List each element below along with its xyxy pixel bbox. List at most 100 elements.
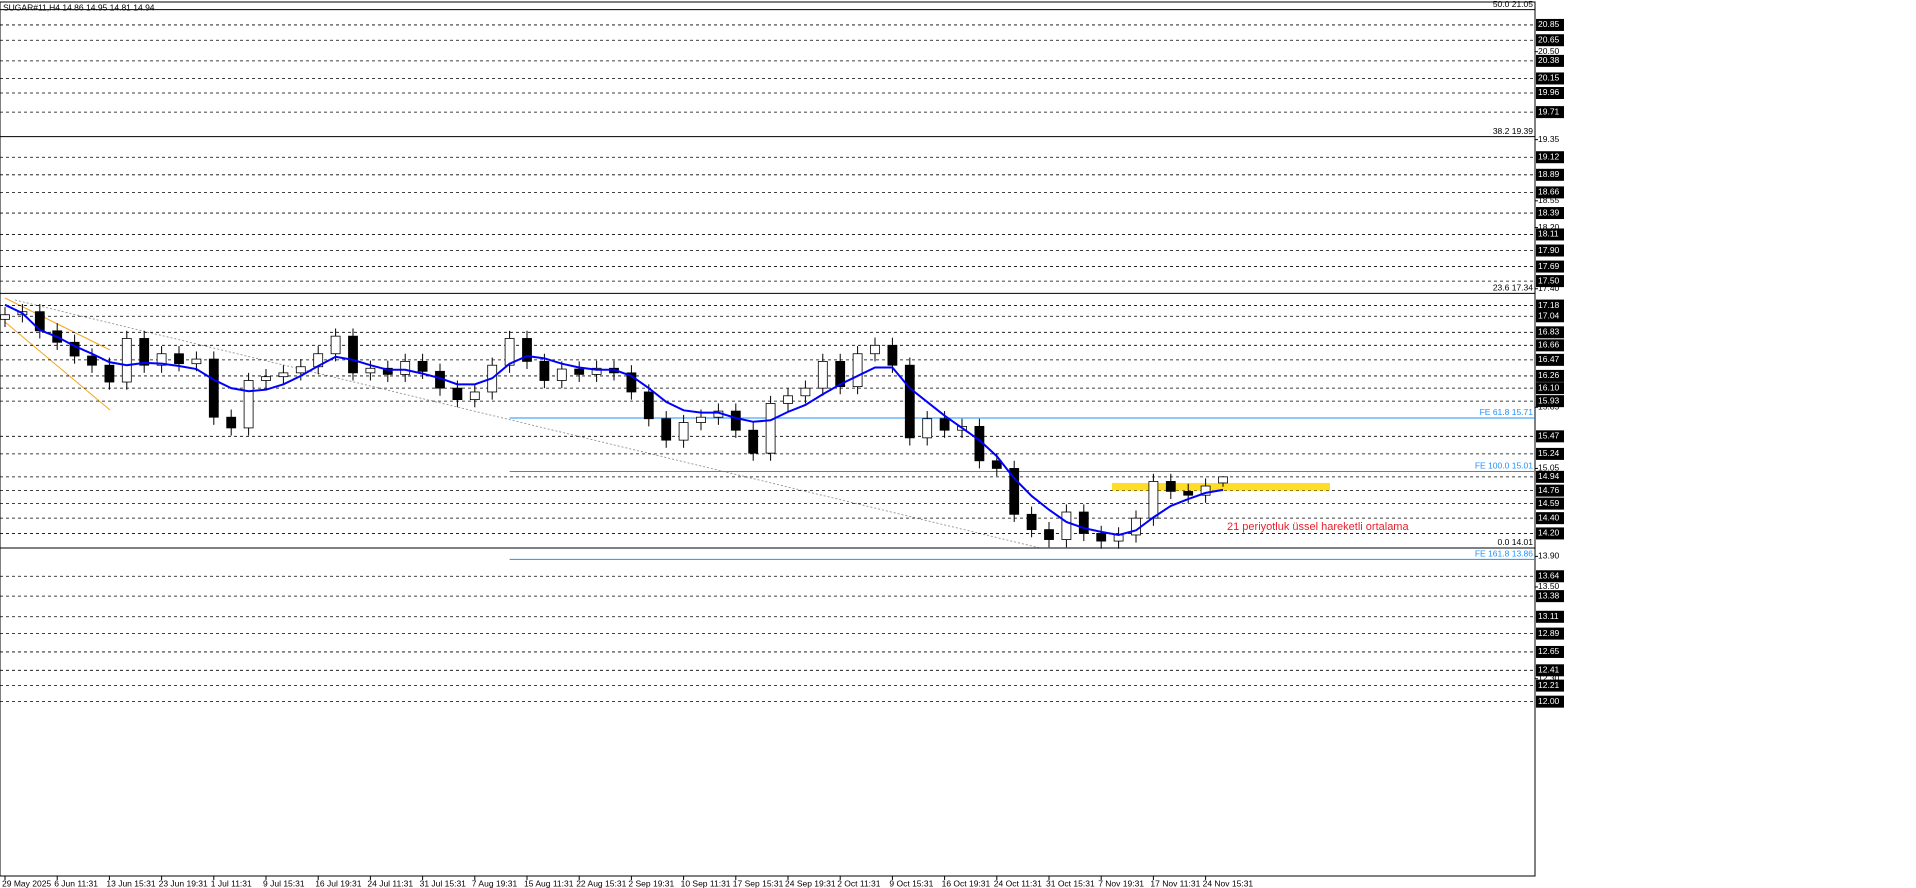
candle-body [1200,485,1211,496]
price-label: 19.96 [1538,87,1560,97]
price-label: 16.47 [1538,354,1560,364]
candle-body [643,391,654,420]
price-label-box [1536,484,1564,497]
price-label: 12.65 [1538,646,1560,656]
price-label-box [1536,470,1564,483]
candle-body [1148,481,1159,519]
price-label-box [1536,610,1564,623]
price-label-box [1536,18,1564,31]
price-label-box [1536,186,1564,199]
candle-body [226,416,237,429]
candle-body [1096,533,1107,542]
price-label-box [1536,645,1564,658]
candle-body [295,366,306,374]
price-label-box [1536,54,1564,67]
price-label-box [1536,151,1564,164]
x-tick-label: 31 Jul 15:31 [420,878,467,888]
candle-body [748,429,759,454]
price-label-box [1536,244,1564,257]
y-tick-label: 15.85 [1538,402,1560,412]
price-label-box [1536,627,1564,640]
candle-body [678,422,689,441]
candle-body [939,418,950,431]
price-label: 17.50 [1538,275,1560,285]
candle-body [1026,513,1037,531]
price-label: 17.90 [1538,245,1560,255]
candle-body [922,418,933,439]
candle-body [574,368,585,375]
price-label: 16.10 [1538,382,1560,392]
price-label-box [1536,369,1564,382]
price-label-box [1536,310,1564,323]
price-label-box [1536,339,1564,352]
price-label-box [1536,326,1564,339]
price-label-box [1536,34,1564,47]
price-label: 14.94 [1538,471,1560,481]
x-tick-label: 13 Jun 15:31 [106,878,155,888]
price-label-box [1536,664,1564,677]
candle-body [1131,517,1141,536]
y-tick-label: 13.50 [1538,581,1560,591]
candle-body [469,391,480,401]
price-label-box [1536,570,1564,583]
price-label-box [1536,382,1564,395]
price-label: 17.18 [1538,300,1560,310]
candle-body [400,360,411,375]
x-tick-label: 2 Oct 11:31 [837,878,881,888]
price-label: 18.11 [1538,229,1559,239]
price-label-box [1536,497,1564,510]
price-label-box [1536,430,1564,443]
price-label: 15.24 [1538,448,1560,458]
x-tick-label: 24 Sep 19:31 [785,878,836,888]
ema-line [4,303,1224,536]
x-tick-label: 15 Aug 11:31 [524,878,574,888]
candle-body [348,335,358,374]
annotation: 21 periyotluk üssel hareketli ortalama [1227,521,1409,533]
x-tick-label: 16 Jul 19:31 [315,878,362,888]
price-label: 20.15 [1538,73,1560,83]
x-tick-label: 24 Jul 11:31 [367,878,413,888]
x-tick-label: 24 Oct 11:31 [994,878,1042,888]
price-label-box [1536,527,1564,540]
zone [1112,482,1330,491]
candle-body [661,418,672,441]
candle-body [382,367,393,375]
candle-body [278,372,289,378]
candle-body [1183,490,1194,496]
candle-body [904,364,915,439]
x-tick-label: 31 Oct 15:31 [1046,878,1095,888]
candle-body [1165,481,1176,492]
candle-body [156,353,167,366]
price-label: 18.39 [1538,207,1560,217]
candle-body [1044,529,1054,540]
x-tick-label: 7 Aug 19:31 [472,878,518,888]
price-label: 12.21 [1538,680,1560,690]
candle-body [104,364,115,383]
price-label-box [1536,72,1564,85]
price-label-box [1536,260,1564,273]
price-label: 16.83 [1538,327,1560,337]
x-tick-label: 7 Nov 19:31 [1098,878,1144,888]
candle-body [208,358,219,418]
fib-label: FE 100.0 15.01 [1475,461,1533,471]
y-tick-label: 15.05 [1538,463,1560,473]
candle-body [783,395,793,404]
candle-body [765,403,776,454]
y-tick-label: 20.50 [1538,46,1560,56]
candle-body [243,380,254,429]
candle-body [330,335,341,355]
price-label-box [1536,679,1564,692]
price-label: 15.47 [1538,431,1560,441]
candle-body [417,360,428,372]
price-label-box [1536,353,1564,366]
candle-body [365,367,376,374]
price-label-box [1536,228,1564,241]
x-tick-label: 9 Oct 15:31 [889,878,933,888]
candle-body [139,338,150,366]
fib-label: FE 161.8 13.86 [1475,549,1533,559]
price-label: 15.93 [1538,395,1560,405]
candle-body [121,338,132,383]
x-tick-label: 2 Sep 19:31 [628,878,674,888]
price-label: 18.89 [1538,169,1560,179]
candle-body [87,355,97,366]
